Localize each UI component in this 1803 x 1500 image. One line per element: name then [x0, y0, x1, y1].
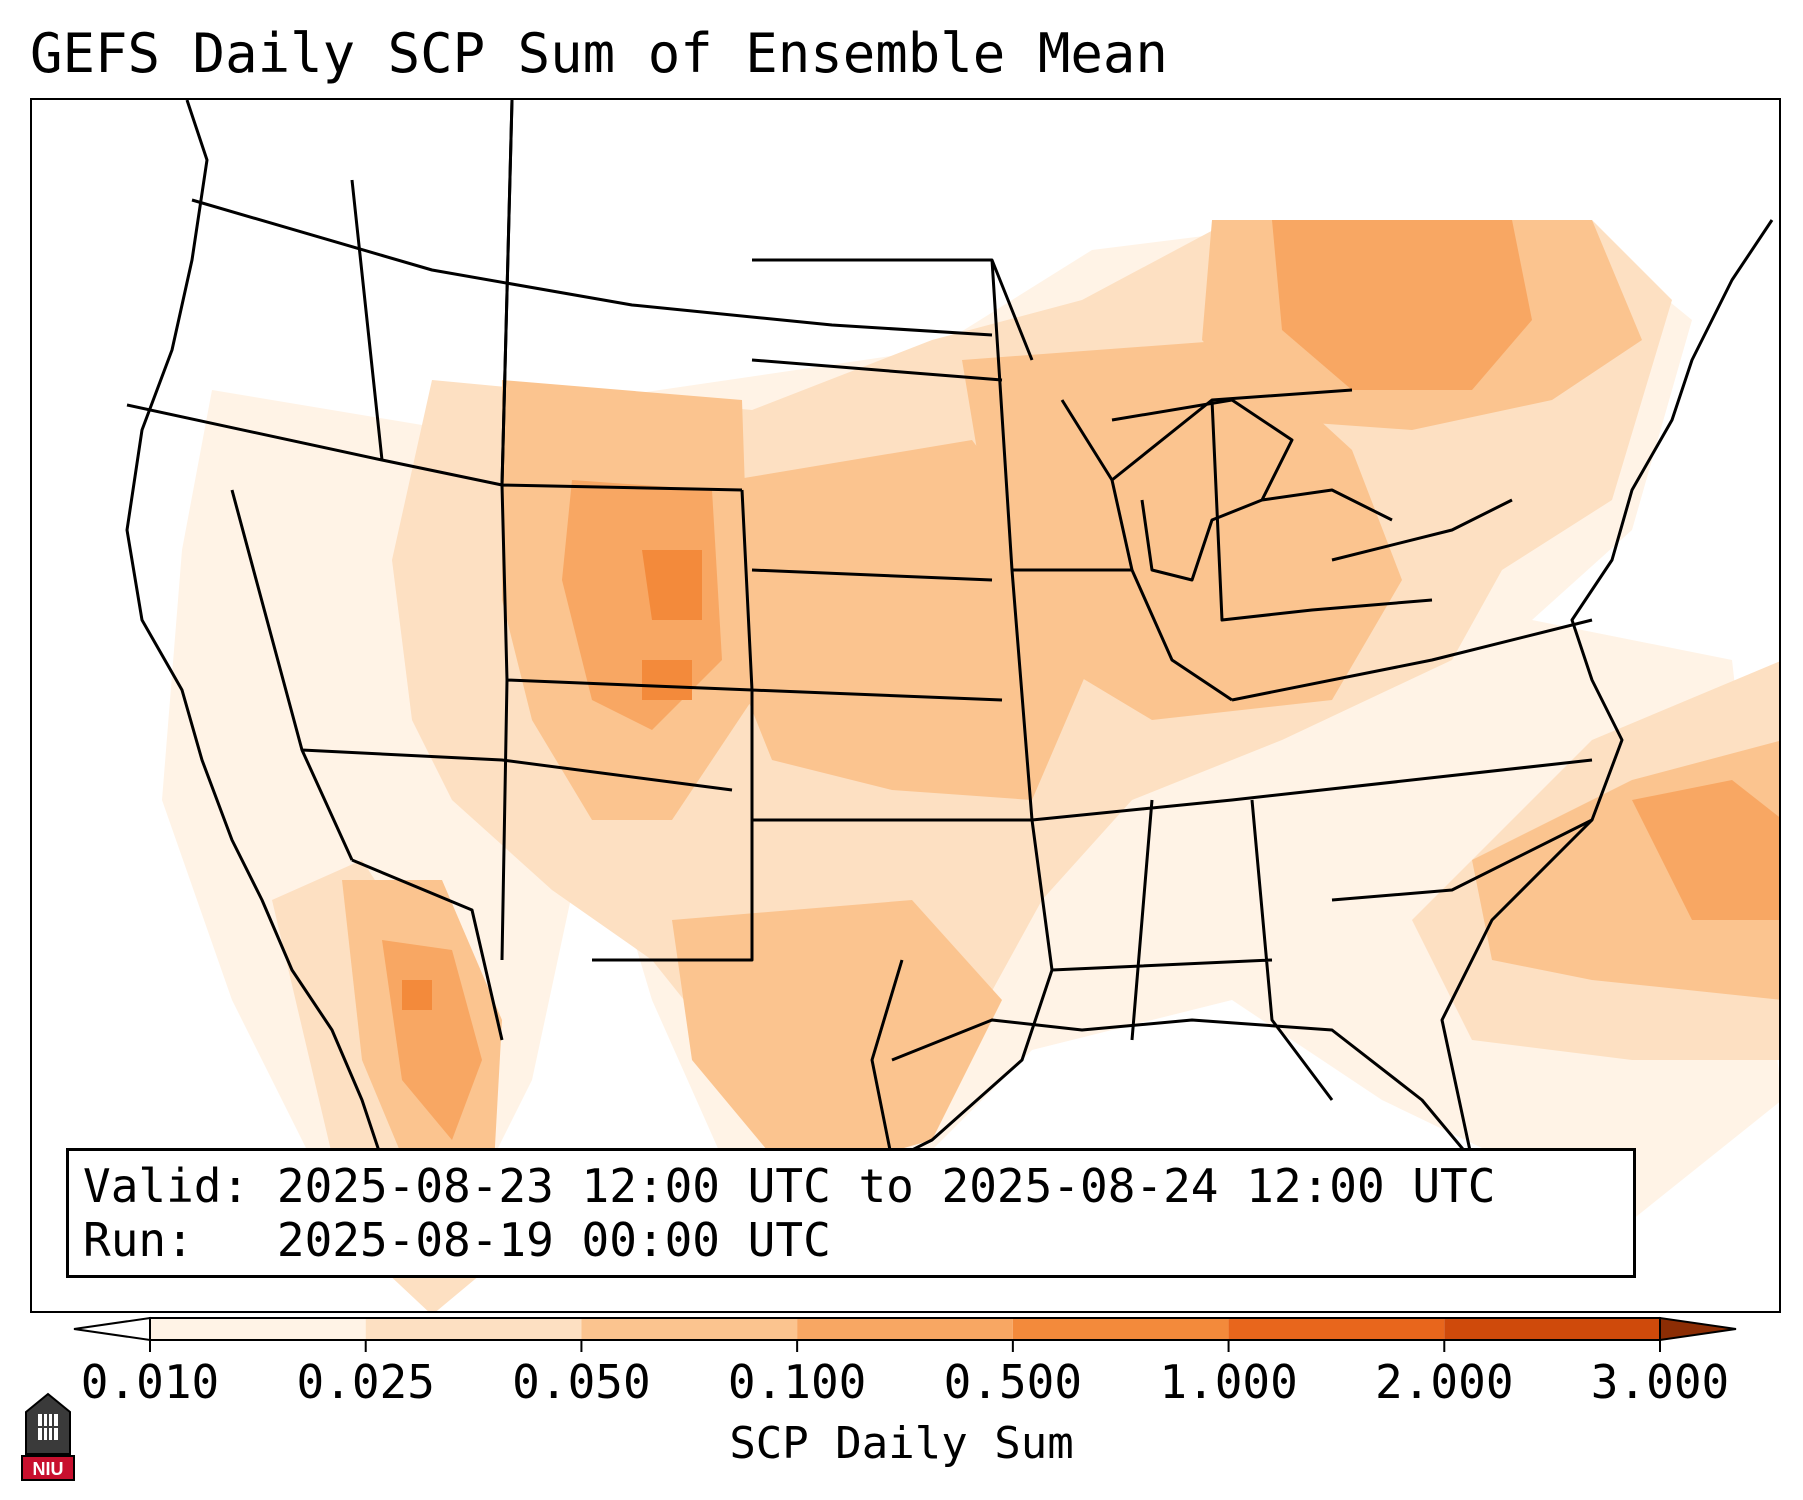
field-medium-texas	[672, 900, 1002, 1180]
field-core-colorado	[642, 660, 692, 700]
colorbar-tick-label: 2.000	[1375, 1355, 1514, 1409]
great-lakes	[1111, 398, 1513, 582]
field-strong-canada	[1272, 220, 1532, 390]
colorbar-segment	[797, 1318, 1013, 1340]
state-lines-south	[1031, 758, 1593, 1101]
field-core-mexico	[402, 980, 432, 1010]
coastline-east	[1440, 219, 1774, 1161]
state-lines-plains	[751, 258, 1054, 1172]
boundaries	[125, 100, 1774, 1221]
colorbar-segment	[1444, 1318, 1660, 1340]
canada-border	[191, 198, 993, 337]
map-title: GEFS Daily SCP Sum of Ensemble Mean	[30, 22, 1168, 85]
valid-run-info-box: Valid: 2025-08-23 12:00 UTC to 2025-08-2…	[66, 1148, 1636, 1278]
colorbar-segment	[150, 1318, 366, 1340]
state-lines-midwest	[1012, 388, 1593, 702]
colorbar-tick-label: 1.000	[1159, 1355, 1298, 1409]
run-time: 2025-08-19 00:00 UTC	[276, 1213, 831, 1267]
colorbar-outline	[149, 1317, 1661, 1341]
colorbar-tick-label: 0.010	[80, 1355, 220, 1409]
colorbar-tick-label: 0.500	[943, 1355, 1083, 1409]
niu-logo: NIU	[21, 1392, 75, 1481]
niu-logo-banner	[21, 1455, 75, 1481]
scp-field	[162, 220, 1779, 1311]
colorbar-title: SCP Daily Sum	[729, 1418, 1074, 1469]
colorbar-segment	[581, 1318, 798, 1340]
colorbar-segment	[365, 1318, 582, 1340]
colorbar-tick-label: 0.050	[512, 1355, 651, 1409]
field-strong-atlantic	[1632, 780, 1779, 920]
colorbar-under-arrow	[73, 1316, 151, 1342]
scp-field-map	[125, 100, 1779, 1311]
valid-time-range: 2025-08-23 12:00 UTC to 2025-08-24 12:00…	[276, 1159, 1496, 1213]
valid-label: Valid:	[83, 1159, 250, 1213]
colorbar-over-arrow	[1659, 1316, 1737, 1342]
colorbar-segment	[1228, 1318, 1445, 1340]
niu-logo-text: NIU	[33, 1459, 64, 1479]
run-label: Run:	[83, 1213, 194, 1267]
colorbar-tick-label: 0.100	[727, 1355, 867, 1409]
colorbar-segment	[1012, 1318, 1229, 1340]
coastline-west	[125, 100, 384, 1161]
state-lines-rockies	[500, 100, 1003, 962]
colorbar-tick-label: 0.025	[296, 1355, 435, 1409]
map-panel	[30, 98, 1781, 1313]
colorbar-tick-label: 3.000	[1590, 1355, 1730, 1409]
field-core-wyoming	[642, 550, 702, 620]
field-medium-midwest	[962, 340, 1402, 720]
niu-logo-window-bars	[38, 1414, 58, 1440]
